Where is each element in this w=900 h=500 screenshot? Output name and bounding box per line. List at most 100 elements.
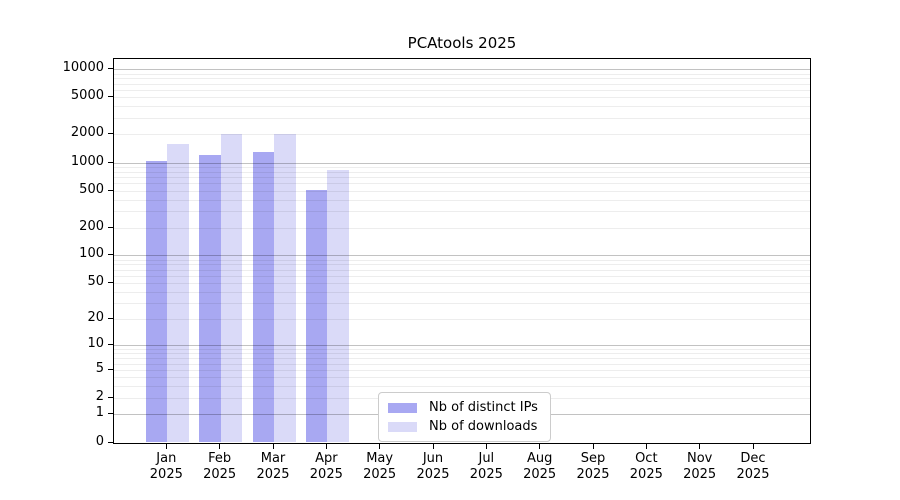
legend-swatch-distinct-ips-icon (388, 402, 417, 413)
y-tick-mark (108, 441, 113, 443)
y-tick-mark (108, 413, 113, 415)
minor-gridline (114, 386, 810, 388)
y-tick-label: 10 (87, 336, 104, 352)
x-tick-mark (645, 444, 647, 449)
x-tick-year: 2025 (736, 467, 770, 482)
y-tick-mark (108, 226, 113, 228)
x-tick-year: 2025 (523, 467, 557, 482)
x-tick-mark (165, 444, 167, 449)
y-tick-label: 200 (79, 218, 104, 234)
x-tick-label: Aug 2025 (500, 451, 580, 483)
x-tick-month: Jul (478, 451, 495, 466)
y-tick-mark (108, 344, 113, 346)
minor-gridline (114, 269, 810, 271)
x-tick-mark (699, 444, 701, 449)
y-tick-label: 20 (87, 310, 104, 326)
major-gridline (114, 345, 810, 347)
x-tick-year: 2025 (683, 467, 717, 482)
x-tick-year: 2025 (203, 467, 237, 482)
minor-gridline (114, 190, 810, 192)
minor-gridline (114, 176, 810, 178)
major-gridline (114, 255, 810, 257)
y-tick-label: 50 (87, 274, 104, 290)
x-tick-mark (379, 444, 381, 449)
legend-item-downloads: Nb of downloads (388, 417, 538, 436)
x-tick-month: Dec (740, 451, 766, 466)
minor-gridline (114, 83, 810, 85)
y-tick-label: 5000 (70, 88, 104, 104)
x-tick-mark (432, 444, 434, 449)
x-tick-label: Apr 2025 (286, 451, 366, 483)
minor-gridline (114, 118, 810, 120)
bar-downloads (274, 134, 296, 443)
x-tick-month: May (366, 451, 394, 466)
minor-gridline (114, 97, 810, 99)
y-tick-mark (108, 68, 113, 70)
major-gridline (114, 69, 810, 71)
minor-gridline (114, 275, 810, 277)
x-tick-month: Apr (315, 451, 338, 466)
minor-gridline (114, 199, 810, 201)
y-tick-label: 10000 (62, 60, 104, 76)
legend-item-distinct-ips: Nb of distinct IPs (388, 398, 538, 417)
x-tick-month: Oct (635, 451, 658, 466)
minor-gridline (114, 358, 810, 360)
bar-distinct-ips (305, 189, 328, 443)
x-tick-label: May 2025 (340, 451, 420, 483)
x-tick-year: 2025 (469, 467, 503, 482)
minor-gridline (114, 183, 810, 185)
minor-gridline (114, 106, 810, 108)
plot-area (113, 58, 811, 444)
y-tick-label: 500 (79, 181, 104, 197)
x-tick-mark (219, 444, 221, 449)
x-tick-year: 2025 (149, 467, 183, 482)
major-gridline (114, 162, 810, 164)
minor-gridline (114, 171, 810, 173)
x-tick-mark (592, 444, 594, 449)
minor-gridline (114, 227, 810, 229)
x-tick-year: 2025 (363, 467, 397, 482)
minor-gridline (114, 89, 810, 91)
x-tick-label: Feb 2025 (180, 451, 260, 483)
bar-distinct-ips (199, 154, 221, 443)
minor-gridline (114, 283, 810, 285)
x-tick-month: Mar (260, 451, 286, 466)
y-tick-mark (108, 96, 113, 98)
minor-gridline (114, 353, 810, 355)
legend-label-distinct-ips: Nb of distinct IPs (429, 400, 538, 415)
x-tick-label: Nov 2025 (660, 451, 740, 483)
y-tick-mark (108, 368, 113, 370)
x-tick-label: Jan 2025 (126, 451, 206, 483)
y-tick-label: 0 (95, 433, 104, 449)
y-tick-mark (108, 133, 113, 135)
x-tick-label: Jul 2025 (446, 451, 526, 483)
x-tick-month: Jan (156, 451, 177, 466)
y-tick-mark (108, 318, 113, 320)
x-tick-month: Aug (526, 451, 553, 466)
y-tick-mark (108, 396, 113, 398)
x-tick-label: Sep 2025 (553, 451, 633, 483)
y-tick-label: 100 (79, 246, 104, 262)
bar-distinct-ips (252, 151, 274, 443)
bar-downloads (327, 170, 349, 443)
bar-downloads (167, 143, 189, 443)
x-tick-label: Dec 2025 (713, 451, 793, 483)
minor-gridline (114, 349, 810, 351)
y-tick-label: 1 (95, 405, 104, 421)
minor-gridline (114, 73, 810, 75)
y-tick-label: 5 (95, 360, 104, 376)
minor-gridline (114, 369, 810, 371)
y-tick-label: 1000 (70, 153, 104, 169)
minor-gridline (114, 134, 810, 136)
x-tick-month: Jun (422, 451, 444, 466)
x-tick-year: 2025 (629, 467, 663, 482)
x-tick-month: Nov (686, 451, 713, 466)
minor-gridline (114, 292, 810, 294)
minor-gridline (114, 166, 810, 168)
y-tick-mark (108, 189, 113, 191)
minor-gridline (114, 319, 810, 321)
x-tick-year: 2025 (576, 467, 610, 482)
y-tick-mark (108, 282, 113, 284)
x-tick-mark (485, 444, 487, 449)
